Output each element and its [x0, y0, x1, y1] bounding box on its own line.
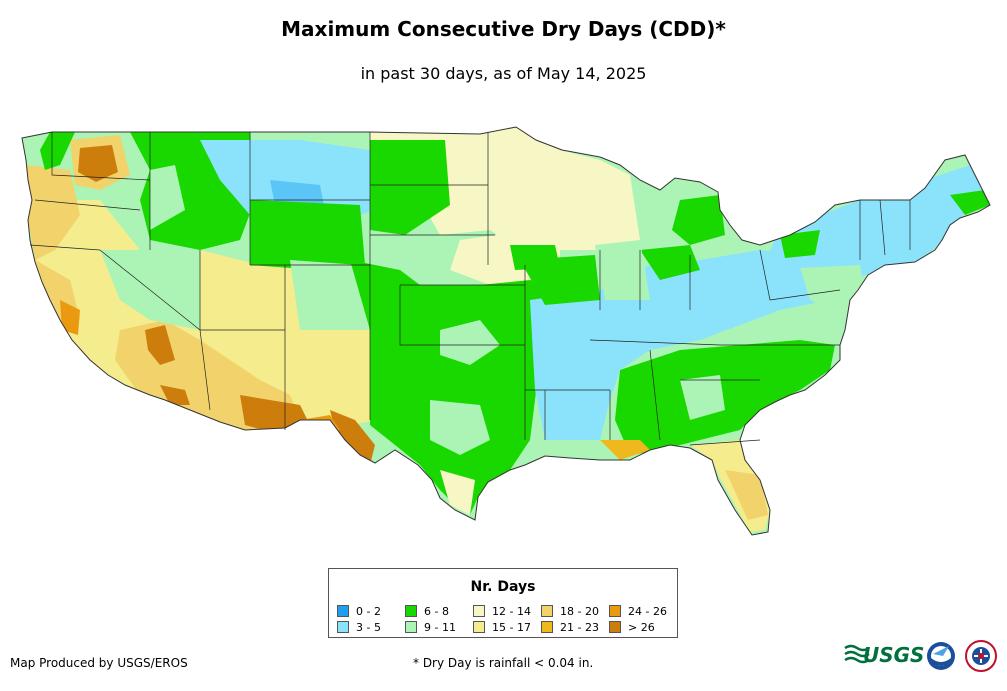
legend-label: 9 - 11: [424, 620, 456, 634]
legend-swatch: [473, 605, 485, 617]
legend-swatch: [337, 621, 349, 633]
noaa-seal-icon: [927, 642, 955, 670]
cdd-regions: [25, 128, 990, 532]
legend-swatch: [609, 605, 621, 617]
legend-item: 21 - 23: [541, 619, 609, 635]
legend-item: > 26: [609, 619, 677, 635]
legend-label: 18 - 20: [560, 604, 599, 618]
legend-item: 15 - 17: [473, 619, 541, 635]
footnote-text: * Dry Day is rainfall < 0.04 in.: [413, 656, 594, 670]
legend-label: > 26: [628, 620, 655, 634]
map-title: Maximum Consecutive Dry Days (CDD)*: [281, 17, 726, 41]
legend-swatch: [541, 605, 553, 617]
legend-label: 21 - 23: [560, 620, 599, 634]
legend-label: 15 - 17: [492, 620, 531, 634]
legend-items: 0 - 2 3 - 5 6 - 8 9 - 11 12 - 14 15 - 17 18 - …: [337, 603, 677, 635]
legend-label: 6 - 8: [424, 604, 449, 618]
legend-label: 24 - 26: [628, 604, 667, 618]
legend-swatch: [541, 621, 553, 633]
legend-label: 12 - 14: [492, 604, 531, 618]
legend-swatch: [405, 621, 417, 633]
legend-label: 0 - 2: [356, 604, 381, 618]
legend-title: Nr. Days: [470, 579, 536, 595]
legend-swatch: [473, 621, 485, 633]
state-boundaries: [29, 132, 911, 446]
legend-item: 18 - 20: [541, 603, 609, 619]
legend: Nr. Days 0 - 2 3 - 5 6 - 8 9 - 11 12 - 14 15 …: [328, 568, 678, 638]
nws-seal-icon: [965, 640, 997, 672]
map-subtitle: in past 30 days, as of May 14, 2025: [360, 64, 647, 83]
legend-item: 9 - 11: [405, 619, 473, 635]
credit-text: Map Produced by USGS/EROS: [10, 656, 188, 670]
legend-swatch: [405, 605, 417, 617]
legend-item: 6 - 8: [405, 603, 473, 619]
legend-item: 0 - 2: [337, 603, 405, 619]
legend-swatch: [609, 621, 621, 633]
legend-item: 24 - 26: [609, 603, 677, 619]
usgs-logo-text: USGS: [863, 643, 924, 667]
usgs-wave-icon: [844, 644, 870, 664]
legend-label: 3 - 5: [356, 620, 381, 634]
legend-swatch: [337, 605, 349, 617]
agency-logos: USGS: [844, 640, 997, 672]
cdd-map: [21, 126, 991, 536]
legend-item: 12 - 14: [473, 603, 541, 619]
legend-item: 3 - 5: [337, 619, 405, 635]
